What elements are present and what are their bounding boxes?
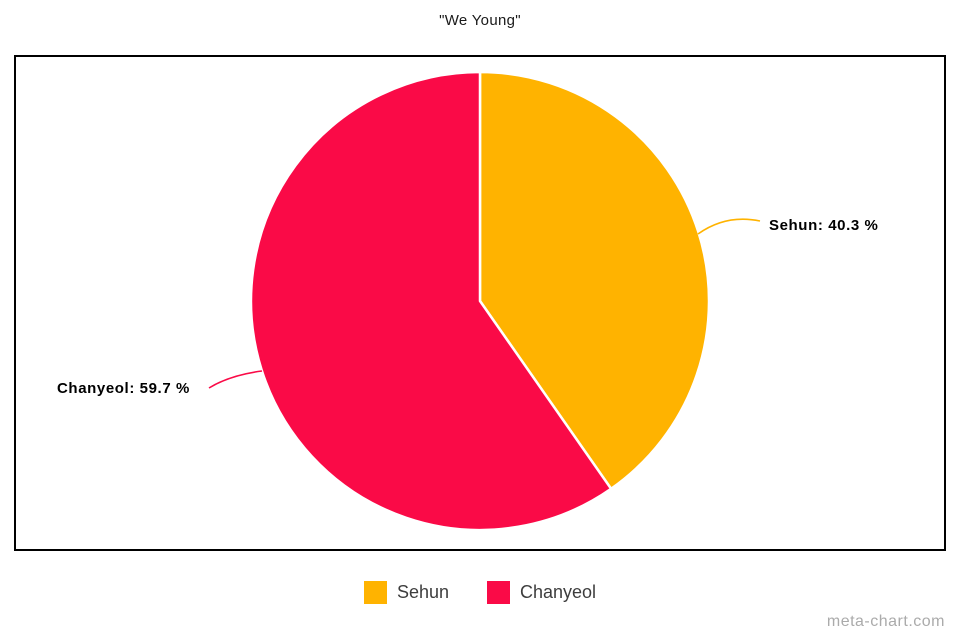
chart-title: "We Young"	[439, 12, 521, 29]
chanyeol-color-swatch	[487, 581, 510, 604]
legend-item-chanyeol: Chanyeol	[487, 581, 596, 604]
legend: Sehun Chanyeol	[0, 581, 960, 604]
sehun-color-swatch	[363, 581, 387, 604]
legend-label-sehun: Sehun	[396, 582, 449, 602]
chanyeol-slice-label: Chanyeol: 59.7 %	[57, 380, 190, 397]
legend-label-chanyeol: Chanyeol	[520, 582, 597, 602]
legend-item-sehun: Sehun	[363, 581, 449, 604]
chart-plot-area	[14, 55, 946, 551]
watermark: meta-chart.com	[826, 613, 945, 630]
sehun-slice-label: Sehun: 40.3 %	[769, 217, 879, 234]
